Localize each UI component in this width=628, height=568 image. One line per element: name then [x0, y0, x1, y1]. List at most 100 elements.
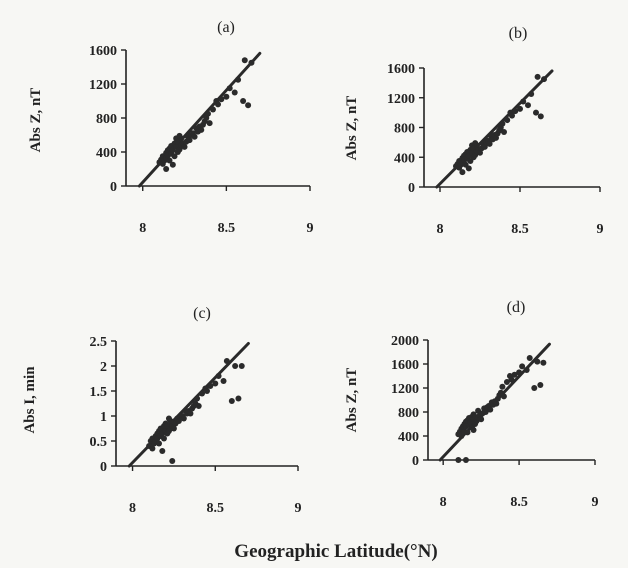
x-tick-label: 9 — [592, 495, 599, 510]
y-tick-label: 0 — [110, 180, 117, 195]
data-point — [160, 435, 167, 442]
panel-d: (d) Abs Z, nT 0 400 800 1200 1600 2000 8 8.5 9 — [344, 299, 599, 510]
data-point — [238, 363, 245, 369]
data-point — [520, 98, 527, 105]
plot-area: 0 400 800 1200 1600 2000 8 8.5 9 — [391, 334, 599, 510]
x-tick-label: 8.5 — [510, 495, 528, 510]
data-point — [232, 363, 239, 369]
data-point — [509, 112, 515, 119]
y-tick-label: 400 — [96, 146, 117, 161]
y-axis-label: Abs I, min — [22, 366, 38, 434]
panel-label: (a) — [217, 19, 235, 36]
data-point — [459, 169, 466, 176]
data-point — [171, 153, 178, 160]
data-point — [528, 91, 535, 98]
y-tick-label: 800 — [398, 406, 419, 421]
data-point — [523, 367, 530, 373]
data-point — [516, 369, 523, 376]
panel-label: (c) — [193, 305, 211, 322]
data-point — [487, 406, 494, 413]
data-point — [537, 113, 544, 120]
y-tick-label: 400 — [394, 151, 415, 166]
data-point — [207, 383, 214, 389]
panel-label: (b) — [509, 25, 528, 42]
data-point — [218, 96, 225, 103]
y-tick-label: 0 — [408, 181, 415, 196]
data-point — [235, 76, 242, 83]
y-tick-label: 1600 — [387, 62, 415, 77]
x-axis-title: Geographic Latitude(°N) — [234, 541, 437, 562]
y-tick-label: 2.5 — [90, 335, 108, 350]
y-tick-label: 0 — [100, 460, 107, 475]
data-point — [212, 380, 219, 387]
data-point — [455, 457, 462, 463]
fit-line — [435, 69, 554, 189]
data-point — [186, 137, 193, 144]
data-point — [500, 393, 507, 400]
y-axis-label: Abs Z, nT — [28, 88, 44, 153]
data-point — [464, 429, 471, 436]
fit-line — [137, 51, 262, 188]
data-point — [215, 101, 221, 108]
data-point — [195, 403, 202, 409]
y-tick-label: 0.5 — [90, 435, 108, 450]
data-point — [525, 102, 531, 109]
data-point — [499, 383, 506, 390]
x-tick-label: 8 — [129, 501, 136, 516]
y-tick-label: 1200 — [391, 382, 419, 397]
data-point — [534, 73, 541, 80]
y-tick-label: 1200 — [387, 92, 415, 107]
panel-b: (b) Abs Z, nT 0 400 800 1200 1600 8 8.5 9 — [344, 25, 604, 237]
data-point — [169, 458, 176, 464]
x-tick-label: 8 — [437, 222, 444, 237]
data-point — [165, 415, 172, 422]
y-axis-label: Abs Z, nT — [344, 368, 360, 433]
panel-c: (c) Abs I, min 0 0.5 1 1.5 2 2.5 8 8.5 9 — [22, 305, 302, 516]
data-point — [472, 140, 479, 147]
data-point — [187, 410, 194, 417]
data-point — [526, 355, 533, 361]
y-tick-label: 400 — [398, 430, 419, 445]
data-point — [220, 378, 227, 384]
data-point — [156, 440, 163, 447]
plot-area: 0 0.5 1 1.5 2 2.5 8 8.5 9 — [90, 335, 302, 516]
data-point — [470, 427, 477, 433]
data-point — [198, 126, 205, 133]
y-tick-label: 1200 — [89, 78, 117, 93]
data-point — [499, 120, 506, 127]
data-point — [493, 400, 500, 407]
x-tick-label: 8.5 — [207, 501, 225, 516]
data-point — [503, 379, 510, 385]
y-axis-label: Abs Z, nT — [344, 96, 360, 161]
data-point — [223, 93, 230, 100]
y-tick-label: 0 — [412, 454, 419, 469]
data-point — [534, 358, 541, 365]
y-tick-label: 1600 — [89, 44, 117, 59]
data-point — [504, 117, 511, 124]
x-tick-label: 8 — [440, 495, 447, 510]
data-point — [226, 85, 233, 92]
data-point — [175, 418, 182, 424]
data-point — [517, 105, 523, 112]
data-point — [508, 376, 515, 383]
data-point — [169, 161, 176, 168]
x-tick-label: 9 — [307, 221, 314, 236]
data-point — [245, 102, 252, 109]
data-point — [537, 382, 544, 388]
plot-area: 0 400 800 1200 1600 8 8.5 9 — [387, 62, 604, 237]
x-tick-label: 9 — [295, 501, 302, 516]
data-point — [486, 140, 493, 147]
data-point — [204, 110, 211, 117]
data-point — [458, 433, 465, 439]
data-point — [204, 388, 210, 394]
data-point — [540, 359, 547, 366]
y-tick-label: 2 — [100, 360, 107, 375]
data-point — [228, 398, 235, 404]
data-point — [194, 395, 201, 402]
data-point — [176, 132, 183, 139]
y-tick-label: 2000 — [391, 334, 419, 349]
x-tick-label: 8 — [139, 221, 146, 236]
data-point — [501, 128, 507, 135]
data-point — [240, 98, 247, 104]
